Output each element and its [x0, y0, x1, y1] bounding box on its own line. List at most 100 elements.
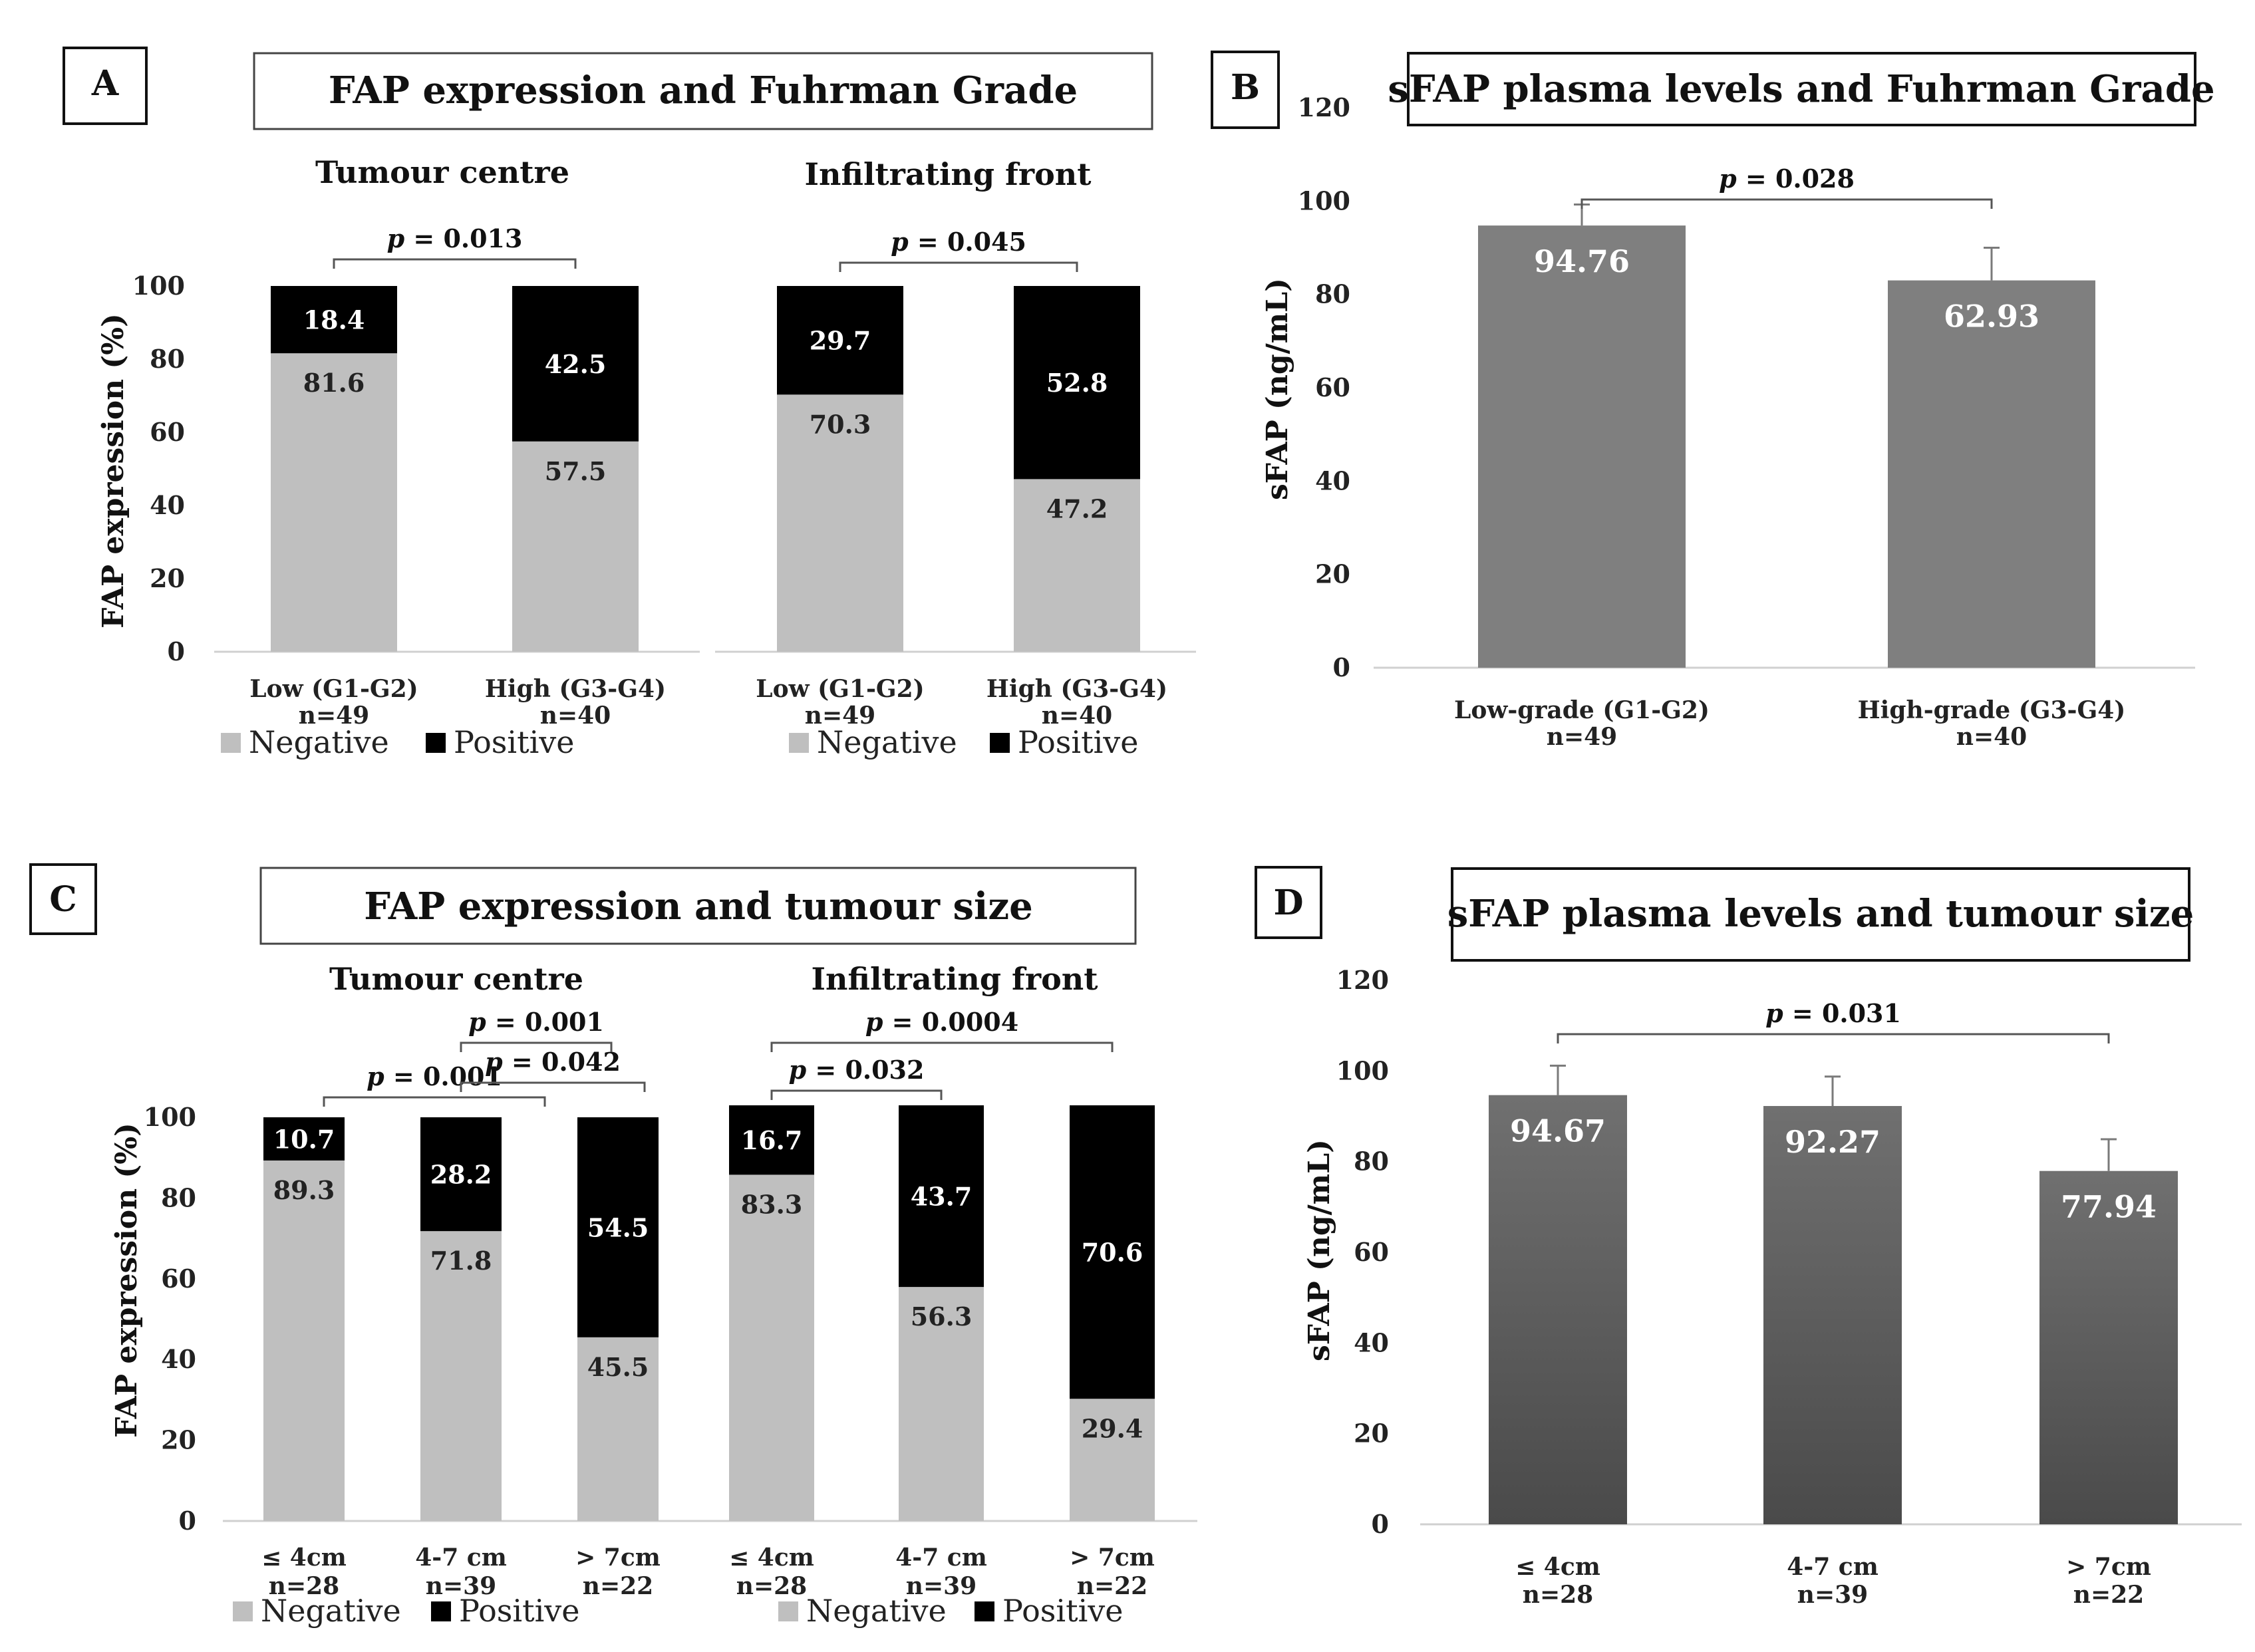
chart2-ytick-label: 20	[1315, 559, 1350, 589]
chart5-bar	[1763, 1106, 1902, 1524]
chart3-n-label: n=22	[583, 1572, 653, 1600]
chart4-pvalue-bracket	[770, 1089, 943, 1100]
chart4-data-label-negative: 83.3	[741, 1189, 803, 1219]
chart0-bar-positive	[271, 286, 397, 354]
chart5-ytick-label: 120	[1336, 965, 1389, 995]
panel-a-title-box	[253, 52, 1153, 130]
chart5-n-label: n=39	[1797, 1581, 1868, 1609]
chart0-legend-positive: Positive	[454, 724, 575, 760]
chart5-pvalue-symbol: p	[1765, 998, 1792, 1028]
chart0-legend-swatch-negative	[221, 733, 241, 753]
chart3-n-label: n=39	[426, 1572, 496, 1600]
chart2-ytick-label: 0	[1333, 652, 1350, 682]
chart5-n-label: n=28	[1523, 1581, 1593, 1609]
chart2-data-label: 94.76	[1534, 243, 1630, 279]
chart3-pvalue-label: p = 0.042	[485, 1047, 621, 1077]
chart0-pvalue-symbol: p	[387, 223, 414, 253]
chart3-category-label: > 7cm	[575, 1544, 661, 1572]
panel-c-title: FAP expression and tumour size	[364, 885, 1033, 928]
panel-a-title: FAP expression and Fuhrman Grade	[329, 69, 1078, 112]
chart0-pvalue-bracket	[333, 258, 577, 269]
chart1-legend-negative: Negative	[817, 724, 957, 760]
chart4-category-label: ≤ 4cm	[729, 1544, 814, 1572]
chart3-pvalue-text: = 0.001	[393, 1061, 502, 1091]
chart1-data-label-positive: 29.7	[810, 326, 871, 356]
chart0-data-label-positive: 18.4	[303, 305, 365, 335]
chart3-pvalue-label: p = 0.001	[468, 1007, 604, 1037]
charts-layer: 0 20 40 60 80 100 Tumour centre 81.6 18.4 Low (G1…	[132, 92, 2242, 1629]
chart4-data-label-negative: 56.3	[911, 1302, 973, 1331]
panel-c-label-box	[29, 863, 97, 935]
chart0-ytick-label: 20	[150, 563, 185, 593]
chart2-category-label: Low-grade (G1-G2)	[1454, 696, 1710, 724]
chart0-ytick-label: 100	[132, 271, 185, 301]
chart4-bar-positive	[899, 1105, 984, 1288]
panel-b-label-box	[1211, 51, 1280, 129]
chart4-bar-negative	[729, 1174, 814, 1521]
chart1-legend-swatch-positive	[990, 733, 1010, 753]
panel-d-title: sFAP plasma levels and tumour size	[1447, 892, 2194, 936]
chart4-legend-swatch-positive	[975, 1601, 994, 1621]
chart4-pvalue-symbol: p	[865, 1007, 892, 1037]
chart1-data-label-negative: 70.3	[810, 409, 871, 439]
chart3-category-label: ≤ 4cm	[261, 1544, 347, 1572]
chart1-n-label: n=49	[805, 702, 875, 730]
chart3-bar-negative	[263, 1160, 345, 1521]
chart5-n-label: n=22	[2073, 1581, 2144, 1609]
chart1-bar-negative	[777, 394, 903, 652]
chart4-legend-positive: Positive	[1002, 1593, 1124, 1629]
panel-a-label-box	[63, 47, 148, 125]
chart0-n-label: n=49	[299, 702, 369, 730]
panel-d-label-box	[1255, 866, 1322, 939]
chart3-legend-negative: Negative	[261, 1593, 401, 1629]
chart1-category-label: Low (G1-G2)	[756, 675, 924, 703]
chart3-bar-positive	[577, 1117, 659, 1337]
panel-b-title: sFAP plasma levels and Fuhrman Grade	[1388, 67, 2214, 111]
chart4-pvalue-label: p = 0.032	[789, 1055, 925, 1085]
chart2-category-label: High-grade (G3-G4)	[1858, 696, 2126, 724]
chart4-bar-negative	[899, 1287, 984, 1521]
chart0-ytick-label: 80	[150, 344, 185, 374]
chart1-pvalue-symbol: p	[891, 227, 917, 257]
chart1-legend-positive: Positive	[1018, 724, 1139, 760]
panel-c-ylabel: FAP expression (%)	[110, 1123, 144, 1438]
chart3-ytick-label: 60	[161, 1264, 196, 1294]
chart1-subtitle: Infiltrating front	[805, 156, 1092, 192]
chart3-pvalue-bracket	[323, 1096, 546, 1107]
panel-b-label: B	[1231, 67, 1260, 108]
chart3-pvalue-bracket	[460, 1041, 613, 1052]
chart1-pvalue-text: = 0.045	[917, 227, 1026, 257]
chart5-pvalue-bracket	[1557, 1033, 2110, 1043]
panel-b-ylabel: sFAP (ng/mL)	[1261, 278, 1294, 500]
chart3-data-label-positive: 10.7	[273, 1124, 335, 1154]
chart2-ytick-label: 120	[1298, 92, 1350, 122]
chart0-n-label: n=40	[540, 702, 611, 730]
chart2-bar	[1478, 225, 1686, 668]
chart4-data-label-positive: 70.6	[1082, 1238, 1143, 1268]
chart0-data-label-positive: 42.5	[545, 349, 607, 379]
chart4-category-label: > 7cm	[1070, 1544, 1155, 1572]
panel-d-ylabel: sFAP (ng/mL)	[1302, 1139, 1336, 1361]
chart2-ytick-label: 100	[1298, 186, 1350, 215]
chart5-pvalue-label: p = 0.031	[1765, 998, 1901, 1028]
chart5-ytick-label: 20	[1354, 1419, 1389, 1448]
chart0-ytick-label: 60	[150, 417, 185, 447]
chart3-pvalue-symbol: p	[485, 1047, 512, 1077]
chart2-data-label: 62.93	[1944, 299, 2039, 335]
chart4-pvalue-symbol: p	[789, 1055, 816, 1085]
chart3-legend-swatch-negative	[233, 1601, 253, 1621]
chart4-bar-positive	[1070, 1105, 1155, 1399]
chart3-legend-positive: Positive	[459, 1593, 580, 1629]
chart3-bar-positive	[420, 1117, 502, 1232]
chart0-pvalue-label: p = 0.013	[387, 223, 523, 253]
chart4-bar-negative	[1070, 1399, 1155, 1521]
chart2-ytick-label: 80	[1315, 279, 1350, 309]
chart4-legend-negative: Negative	[806, 1593, 947, 1629]
chart1-data-label-negative: 47.2	[1046, 493, 1108, 523]
chart3-ytick-label: 80	[161, 1182, 196, 1212]
chart5-ytick-label: 60	[1354, 1237, 1389, 1267]
chart1-n-label: n=40	[1042, 702, 1112, 730]
chart0-data-label-negative: 81.6	[303, 368, 365, 398]
chart3-ytick-label: 40	[161, 1344, 196, 1374]
